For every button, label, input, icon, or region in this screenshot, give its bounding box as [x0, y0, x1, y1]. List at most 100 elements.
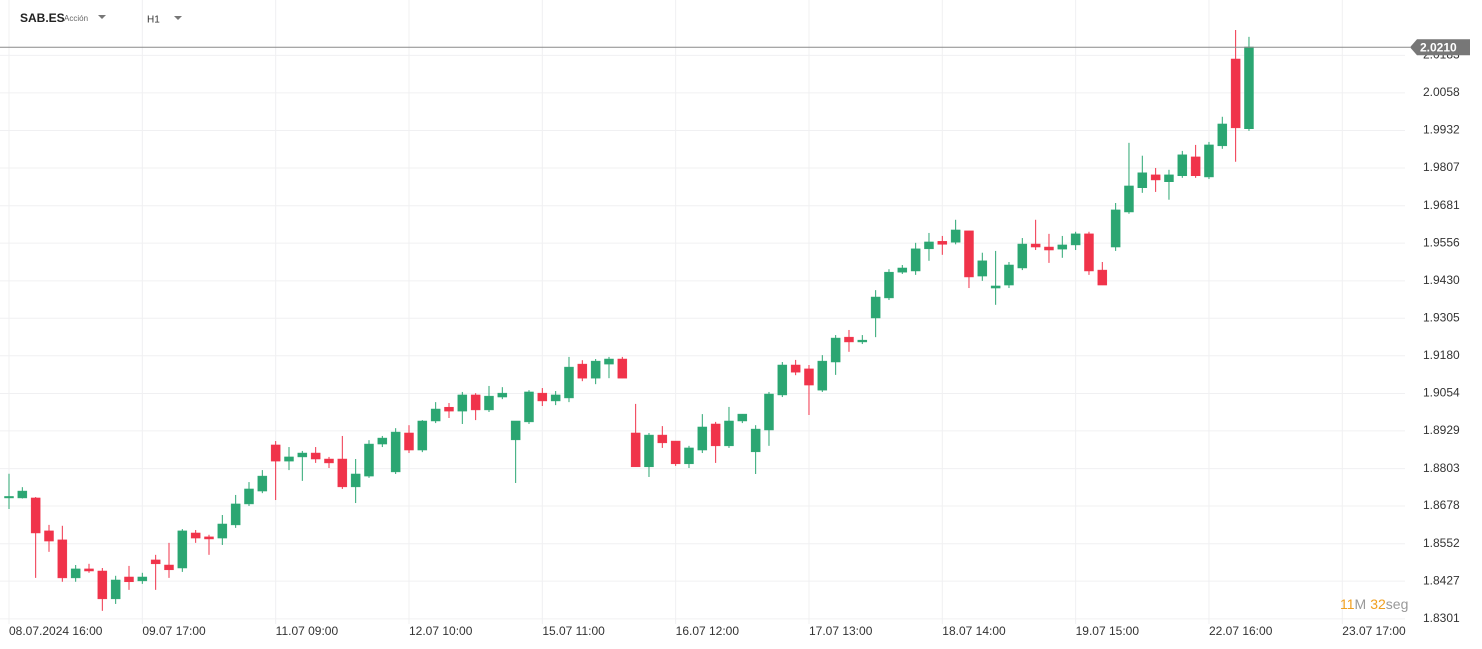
candle-body: [804, 368, 814, 386]
candle-body: [964, 230, 974, 278]
candle-body: [697, 426, 708, 451]
y-tick-label: 1.9305: [1423, 310, 1460, 324]
candle-body: [870, 296, 881, 319]
y-tick-label: 1.9681: [1423, 198, 1460, 212]
candle-body: [1030, 243, 1041, 248]
candle-body: [257, 475, 268, 492]
candle-body: [1097, 269, 1108, 286]
candle-body: [1190, 156, 1201, 177]
candle-body: [937, 241, 948, 245]
candle-body: [910, 248, 921, 272]
candle-body: [57, 539, 68, 579]
candle-body: [430, 408, 441, 422]
candle-body: [230, 503, 241, 526]
candle-body: [110, 579, 121, 600]
candle-body: [857, 339, 868, 343]
candle-body: [1137, 172, 1148, 188]
candle-body: [844, 336, 854, 343]
candle-body: [30, 497, 41, 534]
candle-body: [204, 536, 214, 540]
candle-body: [84, 568, 94, 572]
x-tick-label: 11.07 09:00: [276, 624, 339, 638]
candle-body: [1004, 264, 1014, 286]
candle-body: [1204, 144, 1214, 178]
candle-body: [884, 271, 894, 299]
candle-body: [950, 229, 961, 243]
candle-body: [897, 267, 908, 273]
x-tick-label: 17.07 13:00: [809, 624, 873, 638]
candle-body: [390, 431, 401, 473]
candle-body: [364, 443, 374, 477]
candle-body: [150, 559, 161, 565]
y-tick-label: 1.8427: [1423, 573, 1460, 587]
candle-body: [750, 428, 761, 453]
candle-body: [1110, 209, 1121, 248]
candle-body: [1244, 46, 1254, 130]
x-tick-label: 15.07 11:00: [542, 624, 605, 638]
candle-body: [550, 394, 561, 402]
candle-body: [644, 434, 654, 468]
dropdown-arrow[interactable]: [174, 16, 182, 20]
candle-body: [190, 532, 201, 539]
candle-body: [484, 395, 494, 411]
y-tick-label: 2.0058: [1423, 85, 1460, 99]
candle-body: [270, 444, 281, 462]
y-tick-label: 1.8301: [1423, 611, 1460, 625]
candle-body: [470, 394, 481, 411]
candle-body: [1150, 174, 1161, 181]
candle-body: [990, 285, 1001, 289]
candle-body: [657, 434, 668, 444]
candle-body: [977, 260, 988, 277]
candle-body: [1230, 58, 1241, 129]
candle-body: [590, 360, 601, 379]
x-tick-label: 19.07 15:00: [1076, 624, 1140, 638]
x-tick-label: 23.07 17:00: [1342, 624, 1406, 638]
dropdown-arrow[interactable]: [98, 15, 106, 19]
candle-body: [284, 456, 294, 462]
y-tick-label: 1.9807: [1423, 160, 1460, 174]
candle-body: [17, 490, 28, 499]
countdown-minutes: 11: [1340, 596, 1355, 612]
candle-body: [1017, 243, 1028, 269]
candle-body: [710, 423, 721, 447]
last-price-tag: [1410, 39, 1470, 56]
y-tick-label: 1.8552: [1423, 536, 1460, 550]
y-tick-label: 1.8678: [1423, 498, 1460, 512]
candle-body: [1070, 233, 1081, 246]
candle-body: [1044, 246, 1054, 251]
candle-body: [44, 530, 54, 542]
countdown-unit: M: [1355, 596, 1367, 612]
candle-body: [444, 406, 454, 412]
candle-body: [830, 337, 841, 363]
symbol[interactable]: SAB.ES: [20, 11, 65, 25]
countdown-unit: seg: [1386, 596, 1409, 612]
candle-body: [524, 391, 534, 423]
instrument-type: Acción: [64, 14, 88, 23]
candle-body: [177, 530, 188, 569]
candle-body: [617, 358, 628, 379]
candle-body: [510, 420, 521, 441]
candle-body: [1084, 233, 1094, 272]
candle-body: [164, 564, 174, 571]
candle-body: [404, 432, 414, 451]
candle-body: [310, 452, 321, 460]
candle-body: [537, 392, 548, 402]
candle-body: [457, 394, 468, 412]
candle-body: [324, 458, 334, 464]
countdown: 11M 32seg: [1340, 596, 1408, 612]
candle-body: [497, 392, 508, 398]
x-tick-label: 22.07 16:00: [1209, 624, 1273, 638]
timeframe[interactable]: H1: [147, 15, 160, 26]
candle-body: [1057, 244, 1068, 250]
candle-body: [244, 488, 254, 505]
candle-body: [4, 496, 14, 499]
candle-body: [1164, 174, 1174, 183]
candle-body: [1124, 185, 1134, 213]
candle-body: [684, 447, 694, 465]
y-tick-label: 1.8929: [1423, 423, 1460, 437]
grid-layer: [0, 0, 1405, 624]
candle-body: [577, 363, 588, 379]
x-tick-label: 12.07 10:00: [409, 624, 473, 638]
candle-body: [377, 437, 388, 445]
